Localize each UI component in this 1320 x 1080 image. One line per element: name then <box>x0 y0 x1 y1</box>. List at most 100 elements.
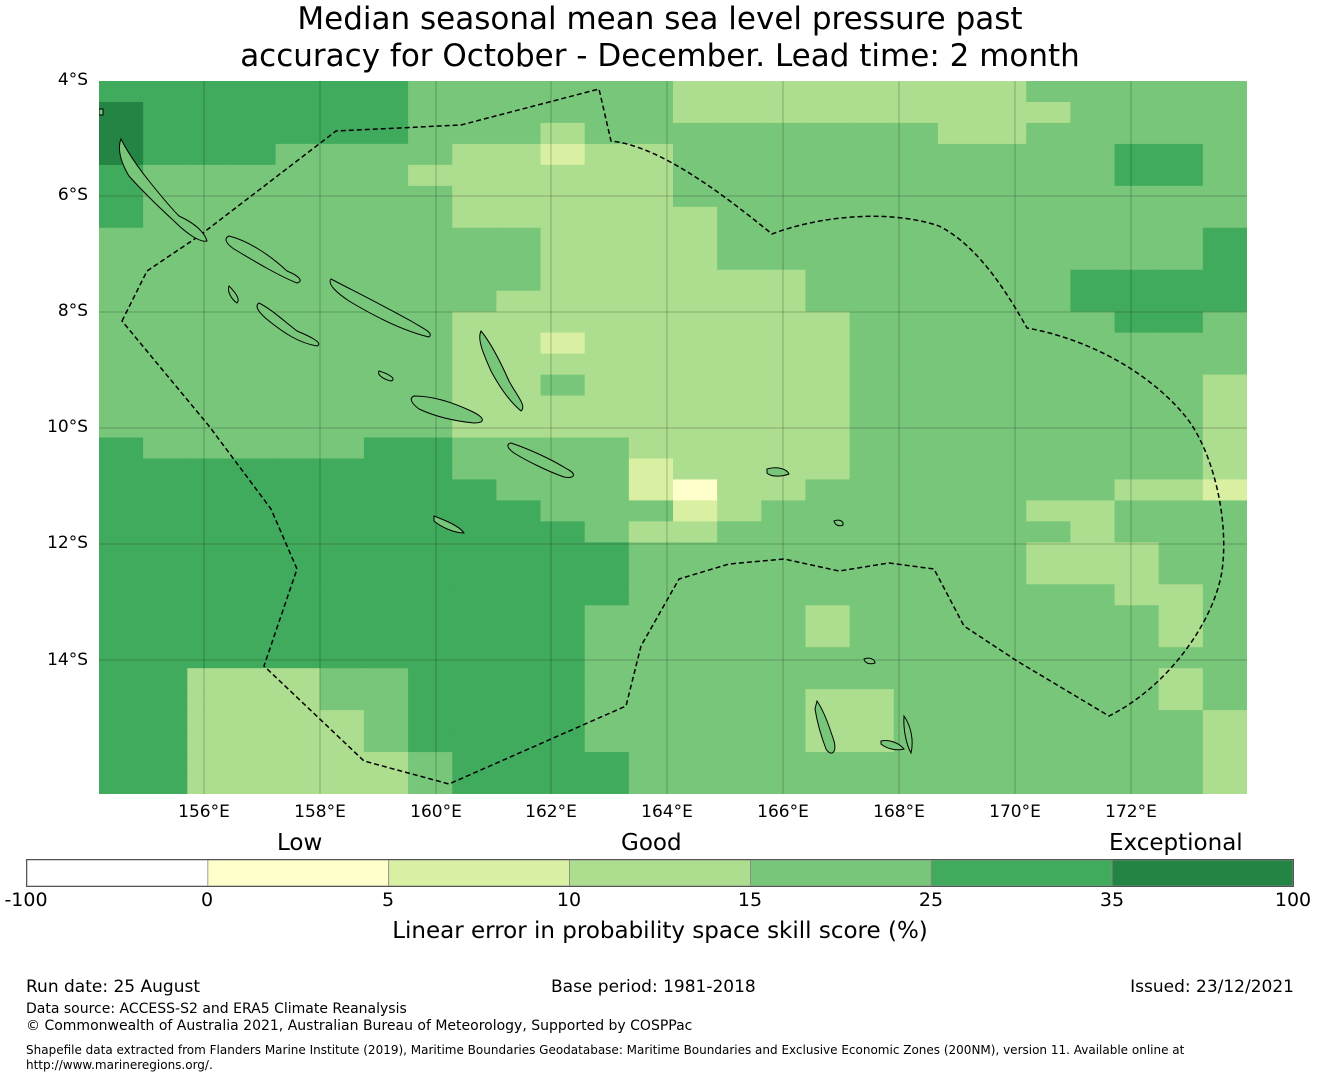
skill-cell <box>143 605 188 627</box>
skill-cell <box>1114 164 1160 187</box>
skill-cell <box>1202 773 1247 794</box>
skill-cell <box>99 500 144 522</box>
skill-cell <box>893 122 939 145</box>
skill-cell <box>1158 311 1204 334</box>
skill-cell <box>363 164 409 187</box>
colorbar-tick: 25 <box>918 889 944 911</box>
skill-cell <box>143 101 188 124</box>
skill-cell <box>937 101 983 124</box>
skill-cell <box>628 437 674 460</box>
skill-cell <box>982 416 1027 439</box>
skill-cell <box>231 185 277 208</box>
skill-cell <box>673 668 718 690</box>
skill-cell <box>1158 143 1204 166</box>
skill-cell <box>584 416 630 439</box>
new-georgia-island <box>256 302 320 347</box>
skill-cell <box>231 206 277 229</box>
skill-cell <box>893 311 939 334</box>
skill-cell <box>99 290 144 313</box>
skill-cell <box>187 290 233 313</box>
skill-cell <box>805 311 851 334</box>
skill-cell <box>849 81 895 103</box>
skill-cell <box>717 227 762 250</box>
skill-cell <box>496 416 542 439</box>
skill-cell <box>1158 521 1204 543</box>
skill-cell <box>717 500 762 522</box>
skill-cell <box>1158 248 1204 271</box>
skill-cell <box>275 122 321 145</box>
skill-cell <box>408 185 453 208</box>
skill-cell <box>893 206 939 229</box>
skill-cell <box>99 437 144 460</box>
skill-cell <box>805 81 851 103</box>
skill-cell <box>761 752 807 774</box>
skill-cell <box>805 500 851 522</box>
skill-cell <box>982 164 1027 187</box>
skill-cell <box>540 122 586 145</box>
skill-cell <box>805 521 851 543</box>
colorbar-tick: 0 <box>200 889 214 911</box>
skill-cell <box>408 458 453 481</box>
skill-cell <box>99 353 144 376</box>
skill-cell <box>540 689 586 711</box>
skill-cell <box>143 584 188 606</box>
skill-cell <box>496 290 542 313</box>
skill-cell <box>1158 710 1204 732</box>
malekula-island <box>880 740 905 751</box>
santa-cruz-island <box>766 467 790 477</box>
skill-cell <box>187 542 233 564</box>
skill-cell <box>717 269 762 292</box>
small-island <box>228 285 239 304</box>
skill-cell <box>143 731 188 753</box>
skill-cell <box>143 311 188 334</box>
skill-cell <box>496 164 542 187</box>
colorbar-swatch <box>27 860 209 886</box>
skill-cell <box>1114 605 1160 627</box>
skill-cell <box>363 227 409 250</box>
skill-cell <box>363 668 409 690</box>
skill-cell <box>893 81 939 103</box>
skill-cell <box>1158 626 1204 648</box>
skill-cell <box>893 332 939 355</box>
skill-cell <box>1114 500 1160 522</box>
skill-cell <box>319 185 365 208</box>
colorbar-swatch <box>207 860 390 886</box>
colorbar-tick: 100 <box>1274 889 1312 911</box>
skill-cell <box>143 332 188 355</box>
skill-cell <box>408 668 453 690</box>
skill-cell <box>982 731 1027 753</box>
skill-cell <box>143 773 188 794</box>
skill-cell <box>673 248 718 271</box>
skill-cell <box>805 248 851 271</box>
skill-cell <box>805 647 851 669</box>
skill-cell <box>1026 374 1071 397</box>
skill-cell <box>849 101 895 124</box>
skill-cell <box>1026 626 1071 648</box>
skill-cell <box>717 584 762 606</box>
skill-cell <box>143 542 188 564</box>
skill-cell <box>408 290 453 313</box>
skill-cell <box>628 773 674 794</box>
skill-cell <box>1158 542 1204 564</box>
skill-cell <box>143 248 188 271</box>
skill-cell <box>363 773 409 794</box>
skill-cell <box>496 605 542 627</box>
skill-cell <box>628 248 674 271</box>
skill-cell <box>408 584 453 606</box>
skill-cell <box>1026 248 1071 271</box>
skill-cell <box>363 479 409 502</box>
skill-cell <box>717 206 762 229</box>
skill-cell <box>673 101 718 124</box>
skill-cell <box>717 311 762 334</box>
skill-cell <box>673 479 718 502</box>
skill-cell <box>143 437 188 460</box>
skill-cell <box>893 689 939 711</box>
skill-cell <box>1026 647 1071 669</box>
skill-cell <box>363 521 409 543</box>
skill-cell <box>408 248 453 271</box>
skill-cell <box>1202 458 1247 481</box>
skill-cell <box>1026 710 1071 732</box>
skill-cell <box>937 248 983 271</box>
skill-cell <box>363 332 409 355</box>
skill-cell <box>849 437 895 460</box>
